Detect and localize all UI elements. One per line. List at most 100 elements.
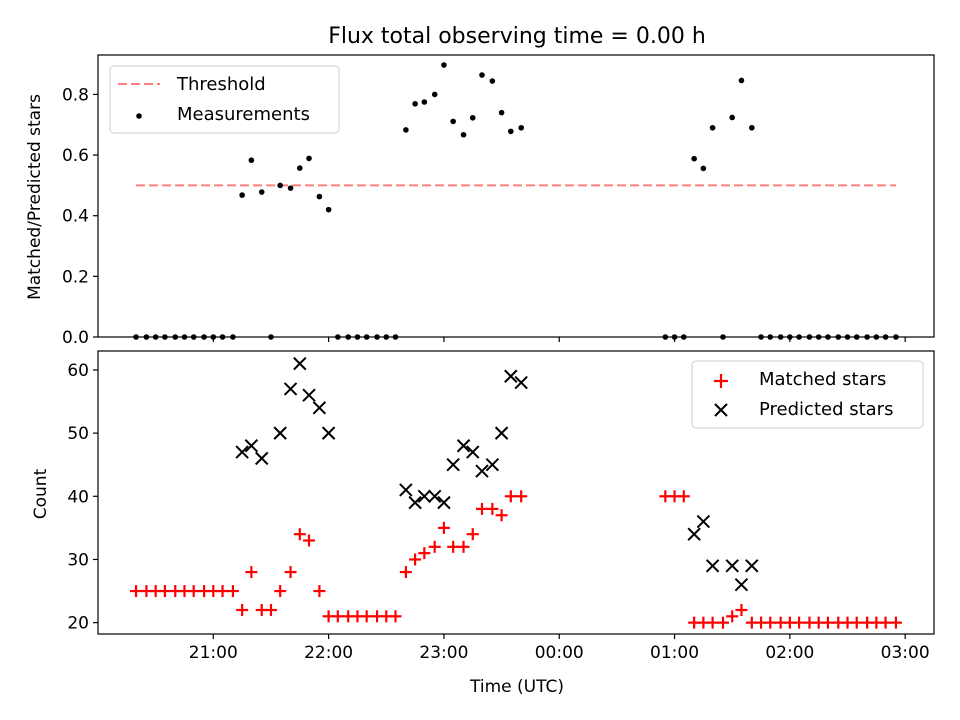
axes-frame [97, 54, 935, 338]
data-point [235, 445, 249, 459]
data-point [450, 118, 456, 125]
y-tick-label: 60 [67, 361, 89, 381]
data-point [475, 464, 489, 478]
data-point [293, 356, 307, 371]
x-tick-label: 01:00 [650, 643, 699, 663]
data-point [749, 124, 755, 131]
data-point [700, 165, 707, 172]
data-point [226, 585, 239, 598]
y-tick-label: 30 [67, 550, 89, 570]
data-point [486, 502, 499, 515]
legend-matched-swatch [714, 374, 728, 388]
data-point [421, 99, 428, 105]
plot-area: 20 30 40 50 60 21:00 22:00 23:00 00:00 01:00 02:00… [67, 350, 935, 663]
data-point [427, 489, 442, 503]
data-point [793, 616, 806, 629]
data-point [428, 540, 441, 553]
x-tick-label: 03:00 [881, 643, 930, 663]
data-point [706, 616, 719, 629]
legend-predicted-label: Predicted stars [759, 399, 893, 420]
data-point [515, 490, 528, 503]
data-point [409, 553, 422, 566]
data-point [437, 495, 451, 510]
data-point [729, 114, 736, 121]
data-point [687, 527, 701, 541]
legend-measurements-label: Measurements [177, 104, 310, 125]
data-point [738, 77, 745, 84]
data-point [495, 509, 508, 522]
x-tick-label: 00:00 [535, 643, 584, 663]
ratio-chart: Flux total observing time = 0.00 h Match… [25, 24, 935, 348]
data-point [245, 566, 258, 579]
data-point [403, 127, 409, 133]
data-point [255, 451, 269, 466]
data-point [236, 603, 249, 616]
data-point [489, 78, 496, 84]
legend-box [691, 360, 924, 429]
y-tick-label: 0.6 [62, 146, 89, 166]
data-point [284, 566, 297, 579]
data-point [460, 131, 467, 138]
legend: Matched stars Predicted stars [691, 360, 924, 429]
data-point [158, 585, 171, 598]
legend-matched-label: Matched stars [759, 369, 886, 390]
legend-measurements-swatch [136, 113, 142, 119]
data-point [399, 566, 412, 579]
data-point [705, 559, 720, 573]
data-point [293, 528, 306, 541]
data-point [312, 401, 327, 415]
data-point [302, 388, 316, 402]
data-point [287, 185, 294, 191]
data-point [325, 206, 332, 213]
data-point [879, 616, 892, 629]
data-point [677, 490, 690, 503]
data-point [726, 610, 739, 623]
y-tick-label: 0.0 [62, 328, 89, 348]
data-point [518, 124, 524, 131]
x-tick-label: 23:00 [419, 643, 468, 663]
data-point [889, 616, 902, 629]
y-tick-label: 0.2 [62, 267, 89, 287]
y-tick-label: 40 [67, 487, 89, 507]
data-point [187, 585, 200, 598]
x-tick-label: 21:00 [189, 643, 238, 663]
data-point [764, 616, 777, 629]
y-axis-label: Matched/Predicted stars [25, 94, 45, 300]
count-chart: Count Time (UTC) 20 30 40 50 60 21:00 22:00 23:… [31, 350, 935, 697]
data-point [498, 109, 505, 116]
y-tick-label: 0.4 [62, 207, 89, 227]
chart-title: Flux total observing time = 0.00 h [328, 24, 706, 49]
data-point [389, 610, 402, 623]
data-point [258, 189, 265, 195]
data-point [244, 439, 259, 453]
data-point [691, 155, 697, 162]
data-point [446, 457, 460, 472]
data-point [514, 375, 528, 390]
data-point [456, 439, 471, 453]
plot-area: 0.0 0.2 0.4 0.6 0.8 [62, 54, 935, 348]
data-point [239, 192, 245, 198]
data-point [417, 489, 432, 503]
data-point [437, 521, 450, 534]
data-point [296, 165, 303, 171]
data-point [399, 483, 413, 497]
legend-predicted-swatch [714, 403, 728, 417]
data-point [821, 616, 834, 629]
data-point [277, 182, 283, 189]
data-point [412, 101, 418, 107]
data-point [479, 72, 485, 78]
data-point [418, 547, 431, 560]
data-point [283, 382, 298, 396]
data-point [274, 585, 287, 598]
data-point [216, 585, 229, 598]
data-point [264, 603, 277, 616]
data-point [850, 616, 863, 629]
data-point [485, 457, 500, 472]
data-point [508, 128, 514, 135]
legend-box [109, 65, 340, 134]
data-point [466, 528, 479, 541]
data-point [709, 124, 716, 131]
data-point [504, 490, 517, 503]
data-point [745, 559, 759, 573]
x-tick-label: 02:00 [765, 643, 814, 663]
